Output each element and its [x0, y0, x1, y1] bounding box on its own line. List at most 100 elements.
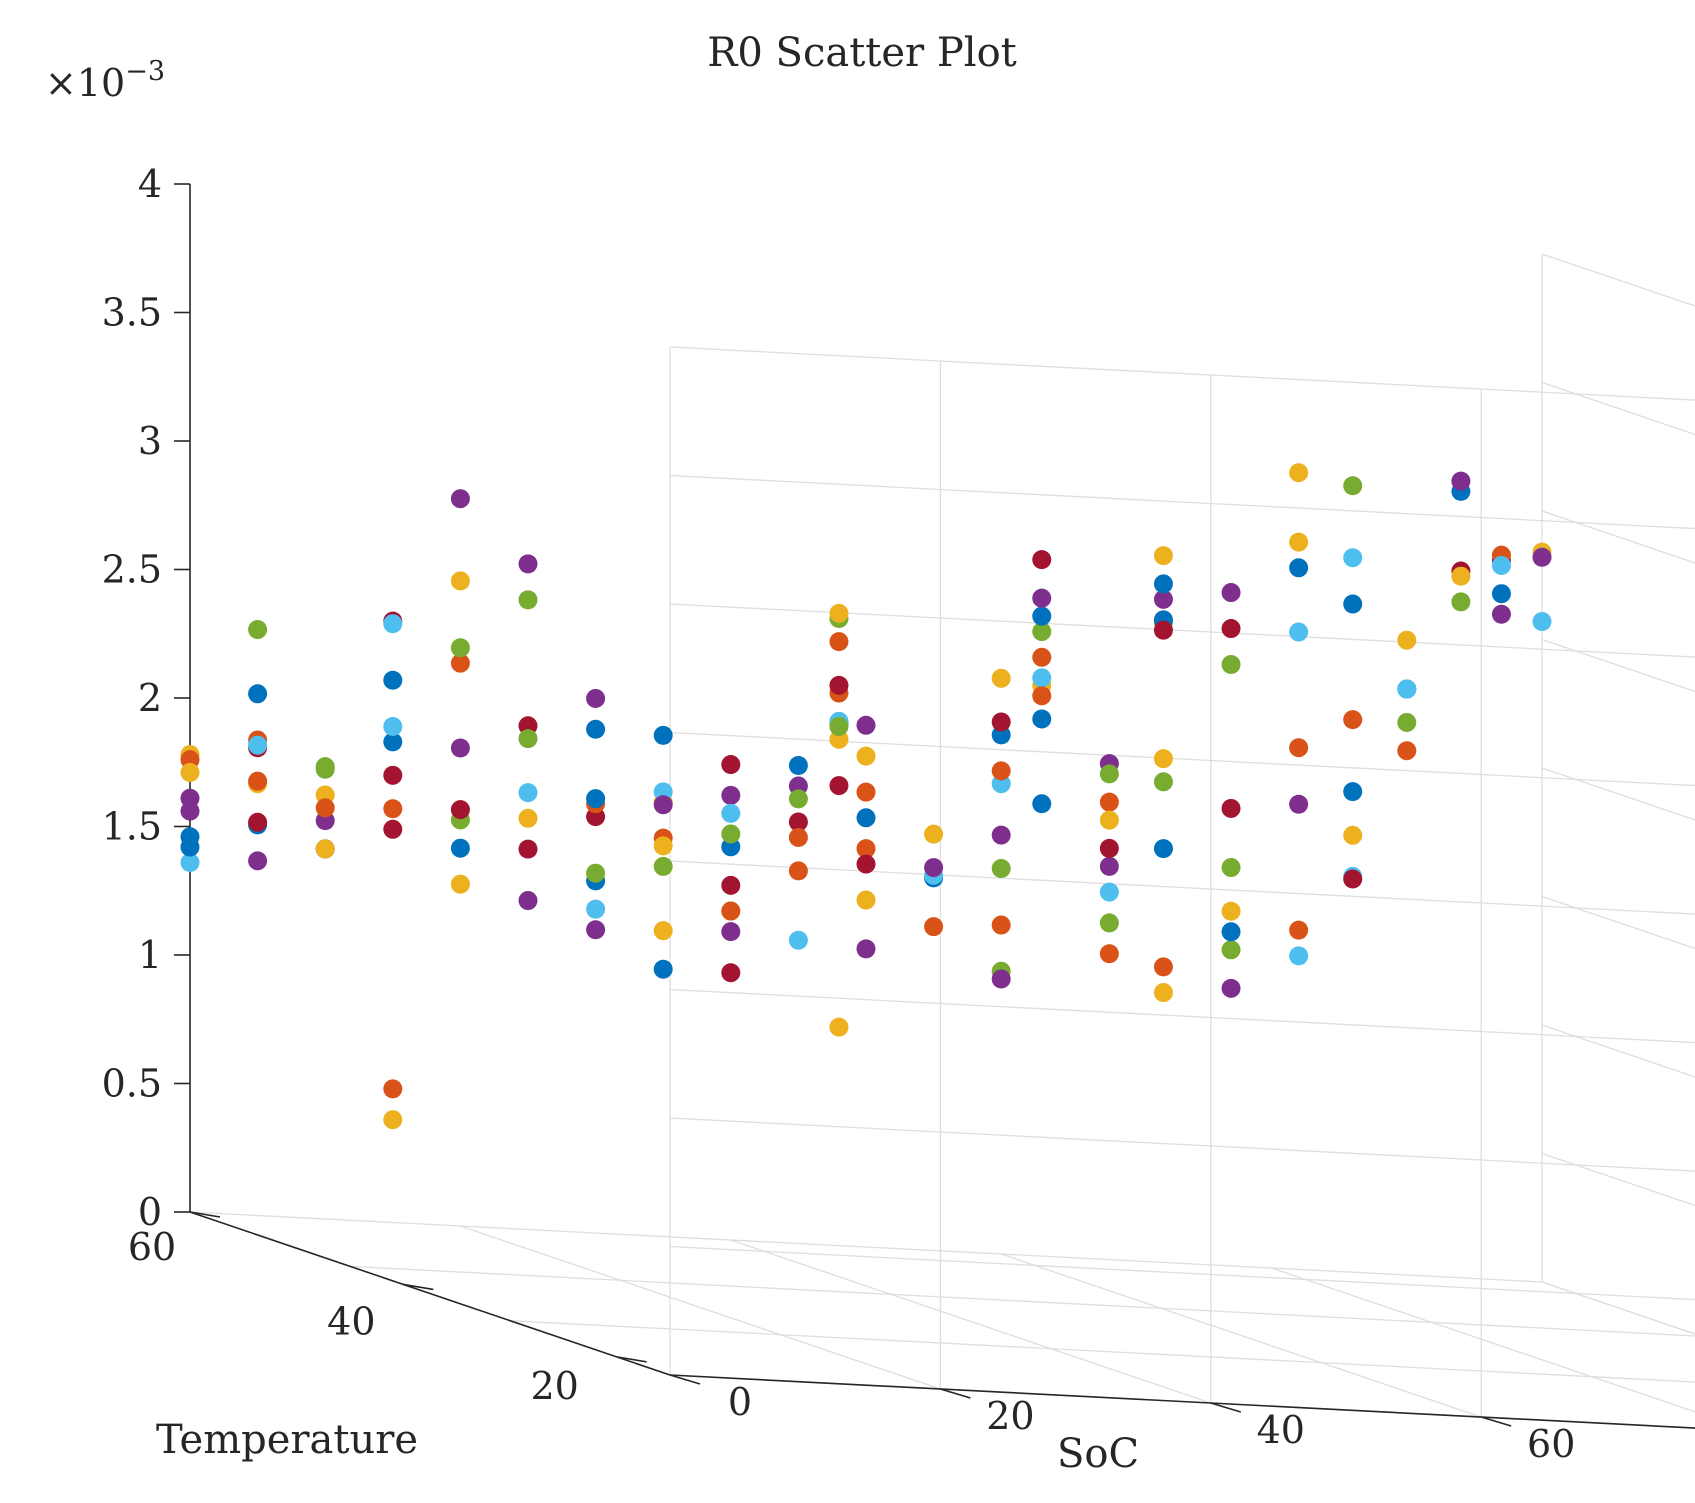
data-point: [1099, 810, 1119, 830]
data-point: [991, 859, 1011, 878]
z-tick-label: 0: [138, 1190, 162, 1234]
data-point: [383, 670, 403, 690]
data-point: [1221, 922, 1241, 942]
data-point: [1221, 858, 1241, 878]
data-point: [991, 969, 1011, 989]
data-point: [991, 668, 1011, 688]
data-point: [315, 798, 335, 818]
z-tick-label: 1: [138, 933, 162, 977]
data-point: [924, 917, 944, 937]
grid-line: [460, 1225, 941, 1390]
data-point: [383, 1079, 403, 1099]
data-point: [1032, 794, 1052, 814]
data-point: [856, 746, 876, 766]
grid-lines: [189, 253, 1695, 1429]
data-point: [1451, 566, 1471, 586]
z-axis-exponent-base: ×10: [45, 61, 125, 105]
data-point: [1032, 622, 1052, 642]
data-point: [1532, 612, 1552, 632]
data-point: [1289, 920, 1309, 940]
data-point: [991, 761, 1011, 781]
data-point: [1289, 946, 1309, 966]
data-point: [653, 836, 673, 856]
data-point: [1221, 978, 1241, 998]
data-point: [721, 875, 741, 895]
y-tick-mark: [403, 1283, 434, 1291]
y-axis-label: Temperature: [156, 1417, 418, 1463]
data-point: [1032, 647, 1052, 667]
data-point: [450, 738, 470, 758]
data-point: [1032, 588, 1052, 608]
data-point: [450, 638, 470, 658]
y-tick-label: 20: [530, 1364, 578, 1408]
data-point: [721, 803, 741, 823]
data-point: [653, 921, 673, 941]
data-point: [1221, 655, 1241, 675]
grid-line: [1541, 767, 1695, 821]
data-point: [788, 827, 808, 847]
data-point: [180, 852, 200, 872]
data-point: [1343, 548, 1363, 568]
grid-line: [1271, 1267, 1695, 1413]
grid-line: [669, 603, 1695, 658]
data-point: [383, 614, 403, 634]
x-tick-label: 40: [1257, 1408, 1305, 1452]
data-point: [586, 863, 606, 883]
data-point: [1289, 532, 1309, 552]
x-axis-label: SoC: [1057, 1431, 1139, 1477]
data-point: [1153, 839, 1173, 859]
data-point: [248, 851, 268, 871]
data-point: [586, 789, 606, 809]
grid-line: [669, 860, 1695, 915]
grid-line: [1541, 638, 1695, 693]
data-points: [180, 463, 1552, 1130]
data-point: [586, 920, 606, 940]
z-tick-label: 0.5: [102, 1062, 162, 1106]
y-tick-mark: [189, 1211, 221, 1218]
data-point: [788, 789, 808, 809]
x-axis-line: [669, 1374, 1695, 1429]
data-point: [829, 675, 849, 695]
z-tick-label: 4: [138, 162, 162, 206]
data-point: [248, 771, 268, 791]
data-point: [586, 688, 606, 708]
data-point: [788, 812, 808, 832]
data-point: [383, 716, 403, 736]
data-point: [829, 603, 849, 623]
grid-line: [349, 1265, 1695, 1337]
data-point: [1343, 710, 1363, 730]
data-point: [829, 1017, 849, 1037]
y-tick-label: 60: [128, 1225, 176, 1269]
data-point: [1099, 792, 1119, 812]
data-point: [1343, 869, 1363, 889]
grid-line: [669, 1245, 1695, 1301]
grid-line: [1541, 253, 1695, 307]
x-tick-mark: [1210, 1402, 1242, 1413]
grid-line: [509, 1320, 1695, 1383]
z-tick-label: 1.5: [102, 805, 162, 849]
grid-line: [1541, 1024, 1695, 1078]
data-point: [248, 620, 268, 640]
data-point: [518, 783, 538, 803]
data-point: [383, 819, 403, 839]
data-point: [1153, 620, 1173, 640]
data-point: [1343, 594, 1363, 614]
grid-line: [1541, 381, 1695, 436]
data-point: [1153, 749, 1173, 769]
tick-labels: 00.511.522.533.54204060020406080100: [102, 162, 1576, 1466]
data-point: [1343, 825, 1363, 845]
data-point: [1032, 709, 1052, 729]
data-point: [180, 801, 200, 821]
data-point: [450, 653, 470, 673]
data-point: [991, 712, 1011, 732]
data-point: [450, 489, 470, 509]
data-point: [653, 725, 673, 745]
grid-line: [1541, 895, 1695, 950]
chart-title: R0 Scatter Plot: [707, 30, 1016, 76]
data-point: [1397, 679, 1417, 699]
data-point: [450, 571, 470, 591]
y-tick-label: 40: [327, 1299, 375, 1343]
data-point: [1032, 668, 1052, 688]
data-point: [383, 1110, 403, 1130]
data-point: [1343, 476, 1363, 496]
